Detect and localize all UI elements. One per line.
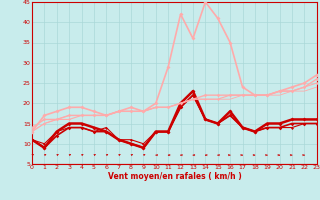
- X-axis label: Vent moyen/en rafales ( km/h ): Vent moyen/en rafales ( km/h ): [108, 172, 241, 181]
